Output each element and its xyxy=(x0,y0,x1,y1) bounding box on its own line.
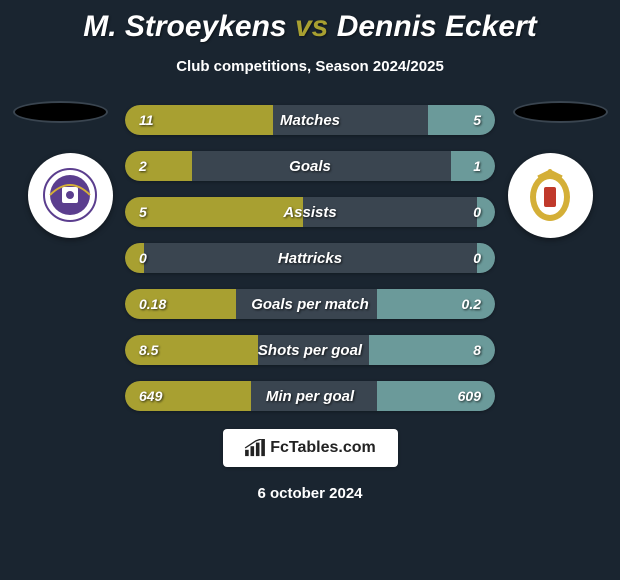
footer-date: 6 october 2024 xyxy=(0,485,620,502)
anderlecht-crest-icon xyxy=(40,165,100,225)
stat-row: 8.5Shots per goal8 xyxy=(125,335,495,365)
stat-label: Assists xyxy=(218,204,403,221)
stat-row: 0Hattricks0 xyxy=(125,243,495,273)
main-comparison-area: 11Matches52Goals15Assists00Hattricks00.1… xyxy=(0,105,620,411)
player2-shadow xyxy=(510,97,610,127)
stat-label: Shots per goal xyxy=(218,342,403,359)
stat-row: 11Matches5 xyxy=(125,105,495,135)
chart-icon xyxy=(244,439,266,457)
standard-liege-crest-icon xyxy=(520,165,580,225)
stat-value-right: 1 xyxy=(403,158,496,174)
ellipse-icon xyxy=(513,101,608,123)
stat-label: Hattricks xyxy=(218,250,403,267)
stat-value-right: 8 xyxy=(403,342,496,358)
club-badge-right xyxy=(500,145,600,245)
stat-value-left: 11 xyxy=(125,112,218,128)
stat-value-right: 0 xyxy=(403,204,496,220)
stat-label: Goals xyxy=(218,158,403,175)
brand-text: FcTables.com xyxy=(270,439,376,457)
stat-value-right: 609 xyxy=(403,388,496,404)
stat-value-left: 0.18 xyxy=(125,296,218,312)
stat-value-left: 5 xyxy=(125,204,218,220)
subtitle: Club competitions, Season 2024/2025 xyxy=(0,58,620,75)
player1-name: M. Stroeykens xyxy=(83,10,286,43)
stat-row: 649Min per goal609 xyxy=(125,381,495,411)
stat-row: 5Assists0 xyxy=(125,197,495,227)
stat-value-left: 0 xyxy=(125,250,218,266)
stat-value-left: 8.5 xyxy=(125,342,218,358)
player1-shadow xyxy=(10,97,110,127)
stat-value-left: 2 xyxy=(125,158,218,174)
player2-name: Dennis Eckert xyxy=(337,10,537,43)
brand-badge: FcTables.com xyxy=(223,429,398,467)
stat-label: Goals per match xyxy=(218,296,403,313)
stat-row: 0.18Goals per match0.2 xyxy=(125,289,495,319)
stat-value-right: 5 xyxy=(403,112,496,128)
club-badge-left xyxy=(20,145,120,245)
stat-label: Min per goal xyxy=(218,388,403,405)
stat-value-right: 0.2 xyxy=(403,296,496,312)
comparison-title: M. Stroeykens vs Dennis Eckert xyxy=(0,0,620,44)
stat-value-right: 0 xyxy=(403,250,496,266)
stat-label: Matches xyxy=(218,112,403,129)
badge-circle xyxy=(508,153,593,238)
stat-row: 2Goals1 xyxy=(125,151,495,181)
stat-value-left: 649 xyxy=(125,388,218,404)
vs-text: vs xyxy=(295,10,328,43)
stats-column: 11Matches52Goals15Assists00Hattricks00.1… xyxy=(125,105,495,411)
badge-circle xyxy=(28,153,113,238)
ellipse-icon xyxy=(13,101,108,123)
